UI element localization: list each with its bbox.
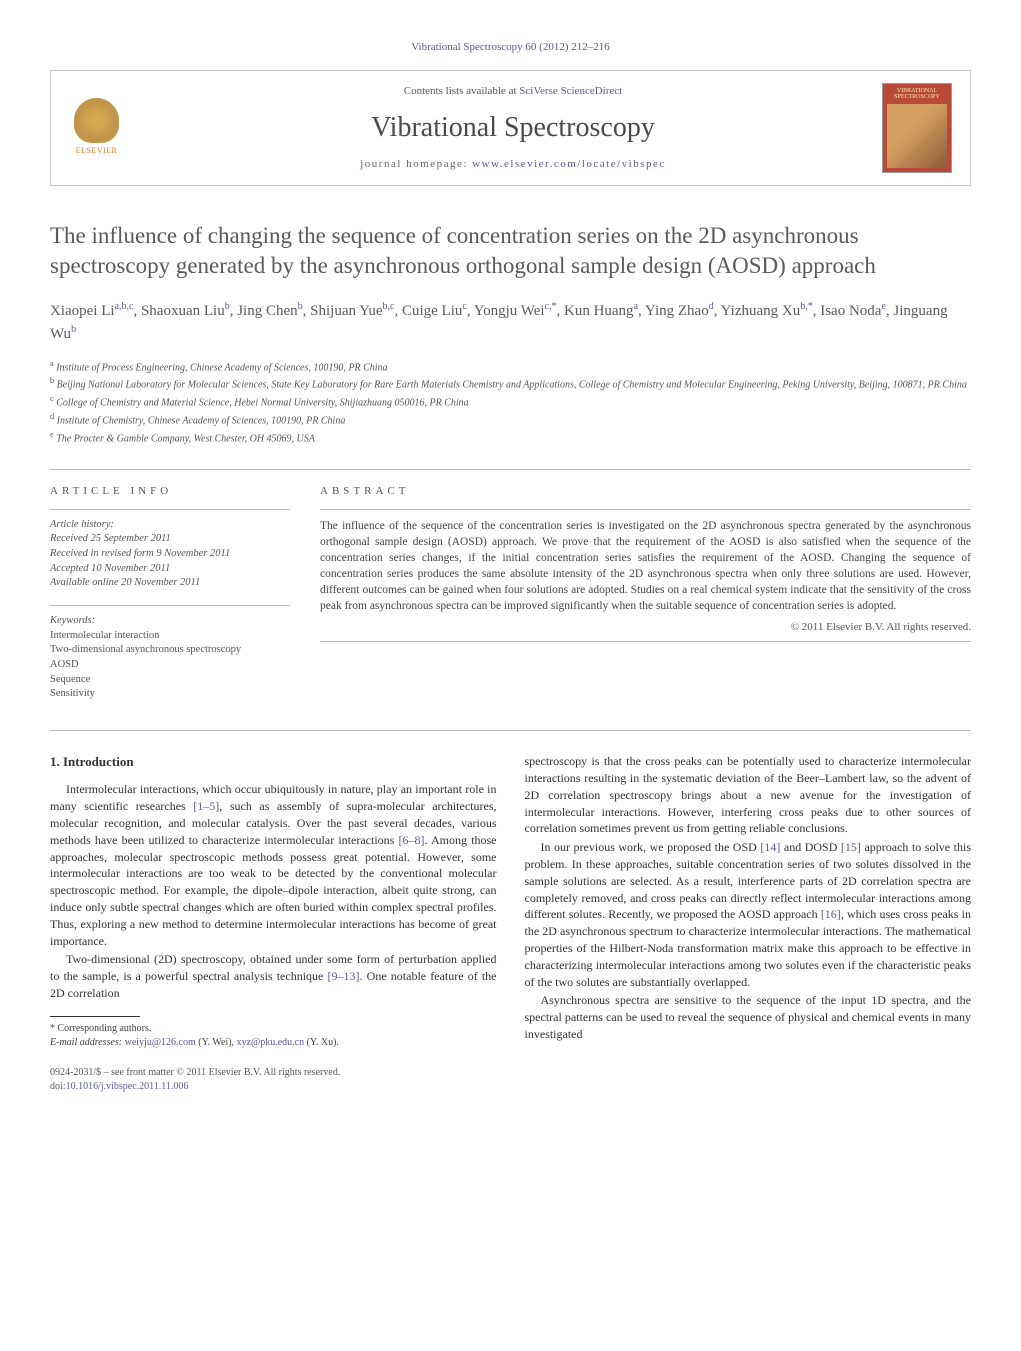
page-header-citation: Vibrational Spectroscopy 60 (2012) 212–2… [50, 40, 971, 55]
body-paragraph: Two-dimensional (2D) spectroscopy, obtai… [50, 951, 497, 1001]
journal-name: Vibrational Spectroscopy [144, 109, 882, 147]
divider-top [50, 469, 971, 470]
keyword: Sensitivity [50, 687, 290, 702]
journal-banner: ELSEVIER Contents lists available at Sci… [50, 70, 971, 186]
cover-image-icon [887, 104, 947, 168]
homepage-prefix: journal homepage: [360, 158, 472, 170]
email-link[interactable]: xyz@pku.edu.cn [237, 1037, 305, 1048]
doi-link[interactable]: 10.1016/j.vibspec.2011.11.006 [66, 1081, 189, 1092]
info-abstract-row: ARTICLE INFO Article history: Received 2… [50, 484, 971, 702]
homepage-link[interactable]: www.elsevier.com/locate/vibspec [472, 158, 666, 170]
history-item: Received in revised form 9 November 2011 [50, 547, 290, 562]
elsevier-logo: ELSEVIER [69, 95, 124, 160]
body-paragraph: Intermolecular interactions, which occur… [50, 781, 497, 949]
email-label: E-mail addresses: [50, 1037, 125, 1048]
footer-meta: 0924-2031/$ – see front matter © 2011 El… [50, 1066, 497, 1094]
elsevier-tree-icon [74, 98, 119, 143]
journal-homepage-line: journal homepage: www.elsevier.com/locat… [144, 157, 882, 172]
divider-body-top [50, 730, 971, 731]
citation-link[interactable]: [1–5] [193, 799, 219, 813]
elsevier-label: ELSEVIER [76, 146, 118, 157]
abstract-label: ABSTRACT [320, 484, 971, 499]
abstract-text: The influence of the sequence of the con… [320, 518, 971, 615]
body-paragraph: spectroscopy is that the cross peaks can… [525, 753, 972, 837]
affiliation-item: b Beijing National Laboratory for Molecu… [50, 375, 971, 393]
footnotes-block: * Corresponding authors. E-mail addresse… [50, 1022, 497, 1050]
article-info-label: ARTICLE INFO [50, 484, 290, 499]
divider-abstract-bottom [320, 641, 971, 642]
keyword: Two-dimensional asynchronous spectroscop… [50, 643, 290, 658]
email-link[interactable]: weiyju@126.com [125, 1037, 196, 1048]
citation-link[interactable]: [9–13] [328, 969, 360, 983]
affiliation-item: c College of Chemistry and Material Scie… [50, 393, 971, 411]
affiliation-item: a Institute of Process Engineering, Chin… [50, 358, 971, 376]
email-who: (Y. Wei), [196, 1037, 237, 1048]
body-two-column: 1. Introduction Intermolecular interacti… [50, 753, 971, 1094]
affiliation-item: d Institute of Chemistry, Chinese Academ… [50, 411, 971, 429]
affiliations-list: a Institute of Process Engineering, Chin… [50, 358, 971, 447]
body-text: Asynchronous spectra are sensitive to th… [525, 993, 972, 1041]
keyword: Intermolecular interaction [50, 629, 290, 644]
abstract-column: ABSTRACT The influence of the sequence o… [320, 484, 971, 702]
doi-line: doi:10.1016/j.vibspec.2011.11.006 [50, 1080, 497, 1094]
body-text: spectroscopy is that the cross peaks can… [525, 754, 972, 835]
keyword: Sequence [50, 673, 290, 688]
divider-info [50, 509, 290, 510]
footnote-divider [50, 1016, 140, 1017]
section-heading-intro: 1. Introduction [50, 753, 497, 771]
sciencedirect-link[interactable]: SciVerse ScienceDirect [519, 85, 622, 97]
divider-keywords [50, 605, 290, 606]
article-info-column: ARTICLE INFO Article history: Received 2… [50, 484, 290, 702]
body-text: In our previous work, we proposed the OS… [541, 840, 761, 854]
banner-center: Contents lists available at SciVerse Sci… [144, 84, 882, 171]
affiliation-item: e The Procter & Gamble Company, West Che… [50, 429, 971, 447]
history-item: Available online 20 November 2011 [50, 576, 290, 591]
journal-cover-thumbnail: VIBRATIONAL SPECTROSCOPY [882, 83, 952, 173]
body-paragraph: Asynchronous spectra are sensitive to th… [525, 992, 972, 1042]
keyword: AOSD [50, 658, 290, 673]
history-item: Received 25 September 2011 [50, 532, 290, 547]
citation-link[interactable]: [6–8] [399, 833, 425, 847]
article-history-block: Article history: Received 25 September 2… [50, 518, 290, 591]
history-item: Accepted 10 November 2011 [50, 562, 290, 577]
divider-abstract [320, 509, 971, 510]
contents-prefix: Contents lists available at [404, 85, 519, 97]
citation-link[interactable]: [14] [760, 840, 780, 854]
keywords-block: Keywords: Intermolecular interaction Two… [50, 614, 290, 702]
article-title: The influence of changing the sequence o… [50, 221, 971, 281]
citation-link[interactable]: [16] [821, 907, 841, 921]
email-addresses-line: E-mail addresses: weiyju@126.com (Y. Wei… [50, 1036, 497, 1050]
author-list: Xiaopei Lia,b,c, Shaoxuan Liub, Jing Che… [50, 299, 971, 346]
email-who: (Y. Xu). [304, 1037, 339, 1048]
keywords-label: Keywords: [50, 614, 290, 629]
corresponding-authors-note: * Corresponding authors. [50, 1022, 497, 1036]
front-matter-line: 0924-2031/$ – see front matter © 2011 El… [50, 1066, 497, 1080]
body-paragraph: In our previous work, we proposed the OS… [525, 839, 972, 990]
history-label: Article history: [50, 518, 290, 533]
cover-title: VIBRATIONAL SPECTROSCOPY [887, 88, 947, 101]
contents-available-line: Contents lists available at SciVerse Sci… [144, 84, 882, 99]
body-text: . Among those approaches, molecular spec… [50, 833, 497, 948]
doi-prefix: doi: [50, 1081, 66, 1092]
citation-link[interactable]: [15] [841, 840, 861, 854]
body-text: and DOSD [780, 840, 841, 854]
abstract-copyright: © 2011 Elsevier B.V. All rights reserved… [320, 620, 971, 635]
